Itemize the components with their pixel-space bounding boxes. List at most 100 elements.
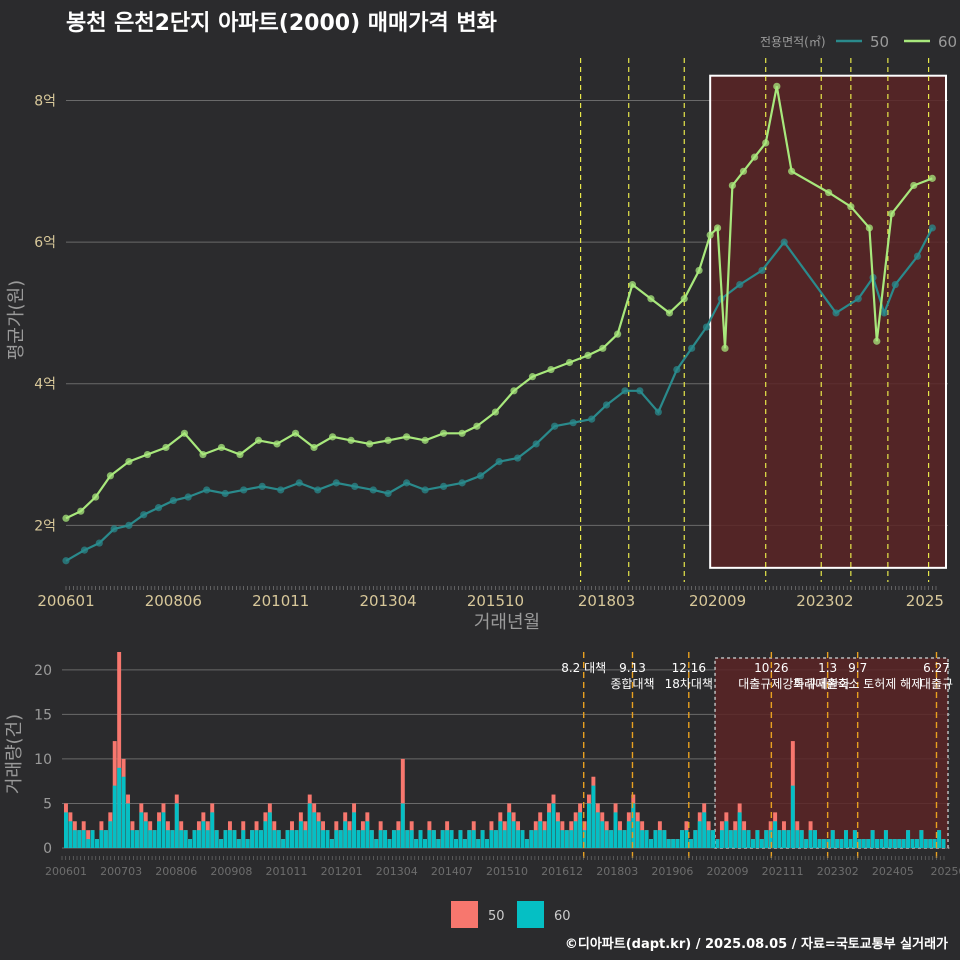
bar-60 <box>573 821 578 848</box>
data-point <box>254 436 263 444</box>
bar-60 <box>914 839 919 848</box>
bar-60 <box>152 830 157 848</box>
bar-60 <box>352 812 357 848</box>
series-60 <box>62 82 936 522</box>
data-point <box>654 408 662 416</box>
bar-60 <box>586 803 591 848</box>
data-point <box>614 330 622 338</box>
bar-60 <box>728 830 733 848</box>
legend-label-50: 50 <box>870 33 889 51</box>
x-tick-label: 200601 <box>37 592 94 610</box>
bar-60 <box>64 812 68 848</box>
bar-60 <box>462 839 467 848</box>
bar-60 <box>560 830 565 848</box>
bar-60 <box>95 839 99 848</box>
bar-60 <box>839 839 844 848</box>
bar-60 <box>347 830 352 848</box>
bar-60 <box>449 830 454 848</box>
data-point <box>528 373 537 381</box>
data-point <box>680 295 688 303</box>
bar-60 <box>919 830 924 848</box>
bar-60 <box>356 830 361 848</box>
bar-60 <box>857 839 862 848</box>
bar-60 <box>489 830 494 848</box>
bar-60 <box>117 767 122 848</box>
data-point <box>347 436 355 444</box>
bar-60 <box>418 830 423 848</box>
y-tick-label: 2억 <box>34 518 56 534</box>
bar-60 <box>906 830 911 848</box>
bar-60 <box>640 830 645 848</box>
bar-60 <box>848 839 853 848</box>
bar-60 <box>227 830 232 848</box>
bar-60 <box>733 830 738 848</box>
bar-60 <box>383 830 388 848</box>
data-point <box>365 440 374 448</box>
bar-60 <box>666 839 671 848</box>
bar-60 <box>622 830 627 848</box>
bar-60 <box>276 830 281 848</box>
policy-annotation: 6.27 <box>923 661 950 675</box>
bar-60 <box>613 812 618 848</box>
bar-60 <box>414 839 419 848</box>
bar-60 <box>649 839 653 848</box>
data-point <box>910 181 918 190</box>
data-point <box>384 489 392 498</box>
data-point <box>154 504 163 512</box>
data-point <box>199 450 207 459</box>
x-tick-label: 201407 <box>431 865 473 878</box>
data-point <box>314 486 322 494</box>
bar-60 <box>316 821 321 848</box>
bar-60 <box>263 821 268 848</box>
policy-annotation: 12.16 <box>672 661 706 675</box>
data-point <box>773 82 781 90</box>
bar-60 <box>205 830 210 848</box>
data-point <box>599 344 607 352</box>
bar-60 <box>631 803 636 848</box>
bar-60 <box>321 830 325 848</box>
bar-60 <box>405 830 410 848</box>
policy-annotation: 대출규제강화 <box>738 677 804 691</box>
bar-60 <box>294 830 299 848</box>
data-point <box>351 482 359 491</box>
x-tick-label: 200601 <box>45 865 87 878</box>
bar-60 <box>72 830 77 848</box>
bar-60 <box>742 830 747 848</box>
x-tick-label: 201304 <box>376 865 418 878</box>
bar-60 <box>595 812 600 848</box>
data-point <box>491 408 500 416</box>
data-point <box>758 266 766 275</box>
bar-60 <box>675 839 680 848</box>
data-point <box>332 479 340 487</box>
bar-60 <box>879 839 884 848</box>
data-point <box>273 440 281 448</box>
bar-60 <box>219 839 224 848</box>
bar-60 <box>564 830 569 848</box>
policy-annotation: 1.3 <box>818 661 837 675</box>
data-point <box>636 387 644 395</box>
bar-60 <box>750 839 755 848</box>
data-point <box>565 358 574 367</box>
data-point <box>240 486 248 494</box>
data-point <box>621 387 629 395</box>
bar-60 <box>126 803 130 848</box>
bar-60 <box>635 821 640 848</box>
bar-60 <box>236 839 241 848</box>
data-point <box>236 450 244 459</box>
data-point <box>673 365 681 374</box>
data-point <box>328 433 337 441</box>
data-point <box>440 429 448 437</box>
legend-label-50: 50 <box>488 909 505 924</box>
bar-60 <box>830 830 835 848</box>
bar-60 <box>755 830 760 848</box>
bar-60 <box>910 839 915 848</box>
bar-60 <box>737 812 742 848</box>
policy-annotation: 9.13 <box>619 661 646 675</box>
footer-credit: ©디아파트(dapt.kr) / 2025.08.05 / 자료=국토교통부 실… <box>565 936 948 952</box>
bar-60 <box>852 830 857 848</box>
data-point <box>928 224 936 232</box>
bar-60 <box>493 830 498 848</box>
bar-60 <box>103 830 108 848</box>
